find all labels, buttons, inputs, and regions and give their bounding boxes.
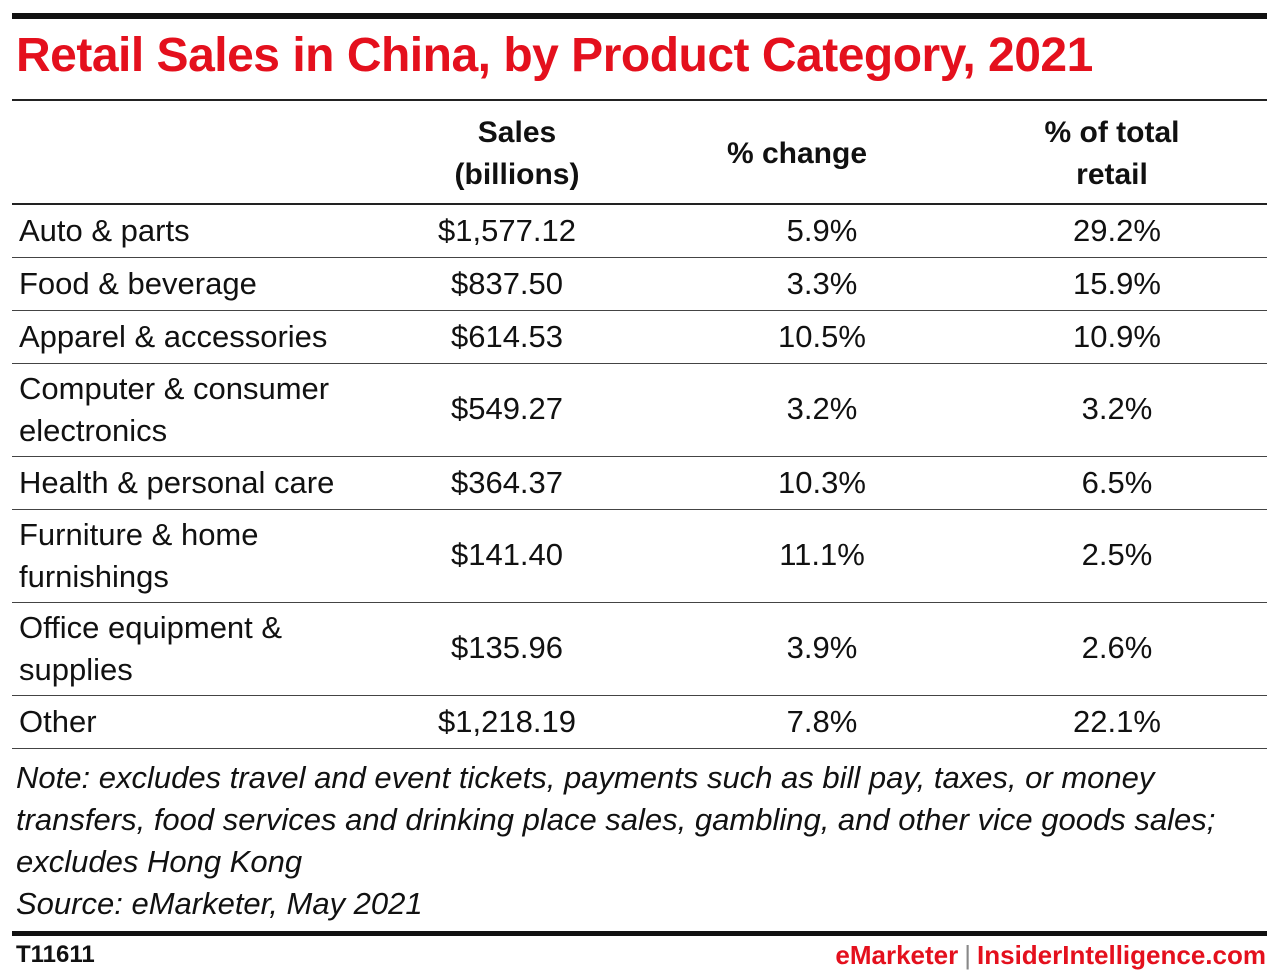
row-change: 3.9% [786,630,858,665]
row-sales: $549.27 [450,391,564,426]
table-body: Auto & parts $1,577.12 5.9% 29.2% Food & bev… [12,205,1267,749]
row-change: 3.3% [786,266,858,301]
chart-id: T11611 [16,941,95,968]
row-sales: $1,218.19 [438,704,576,739]
footer-brand: eMarketer | InsiderIntelligence.com [835,940,1266,971]
row-category: Food & beverage [19,266,257,301]
row-sales: $837.50 [450,266,564,301]
row-total: 2.6% [1081,630,1153,665]
brand-emarketer: eMarketer [835,940,959,970]
table-row: Furniture & home furnishings $141.40 11.1%… [12,510,1267,603]
row-total: 22.1% [1073,704,1161,739]
note-text: Note: excludes travel and event tickets,… [16,760,1216,879]
header-sales: Sales (billions) [454,116,580,191]
row-sales: $364.37 [450,465,564,500]
brand-insiderintelligence: InsiderIntelligence.com [977,940,1266,970]
row-change: 5.9% [786,213,858,248]
row-total: 10.9% [1073,319,1161,354]
row-change: 10.3% [778,465,866,500]
row-total: 29.2% [1073,213,1161,248]
row-category: Furniture & home furnishings [19,517,259,594]
table-header-row: Sales (billions) % change % of total ret… [12,100,1267,205]
chart-title: Retail Sales in China, by Product Catego… [16,29,1093,82]
header-total: % of total retail [1044,116,1180,191]
row-sales: $614.53 [450,319,564,354]
row-total: 6.5% [1081,465,1153,500]
source-text: Source: eMarketer, May 2021 [16,886,423,921]
row-category: Other [19,704,97,739]
row-category: Office equipment & supplies [19,610,283,687]
bottom-rule [12,931,1267,936]
notes-block: Note: excludes travel and event tickets,… [16,757,1266,925]
table-row: Auto & parts $1,577.12 5.9% 29.2% [12,205,1267,258]
row-category: Health & personal care [19,465,335,500]
row-total: 15.9% [1073,266,1161,301]
row-category: Auto & parts [19,213,190,248]
table-row: Health & personal care $364.37 10.3% 6.5% [12,457,1267,510]
row-sales: $1,577.12 [438,213,576,248]
row-total: 3.2% [1081,391,1153,426]
row-change: 11.1% [779,537,865,572]
row-category: Computer & consumer electronics [19,371,330,448]
data-table: Sales (billions) % change % of total ret… [12,100,1267,749]
header-change: % change [726,137,868,170]
row-sales: $141.40 [450,537,564,572]
row-change: 7.8% [786,704,858,739]
title-rule [12,99,1267,101]
row-sales: $135.96 [450,630,564,665]
table-row: Food & beverage $837.50 3.3% 15.9% [12,258,1267,311]
row-total: 2.5% [1081,537,1153,572]
row-change: 10.5% [778,319,866,354]
brand-separator: | [964,940,972,970]
top-rule [12,13,1267,19]
table-row: Computer & consumer electronics $549.27 3.… [12,364,1267,457]
row-category: Apparel & accessories [19,319,328,354]
table-row: Other $1,218.19 7.8% 22.1% [12,696,1267,749]
row-change: 3.2% [786,391,858,426]
table-row: Apparel & accessories $614.53 10.5% 10.9% [12,311,1267,364]
table-row: Office equipment & supplies $135.96 3.9% 2.… [12,603,1267,696]
